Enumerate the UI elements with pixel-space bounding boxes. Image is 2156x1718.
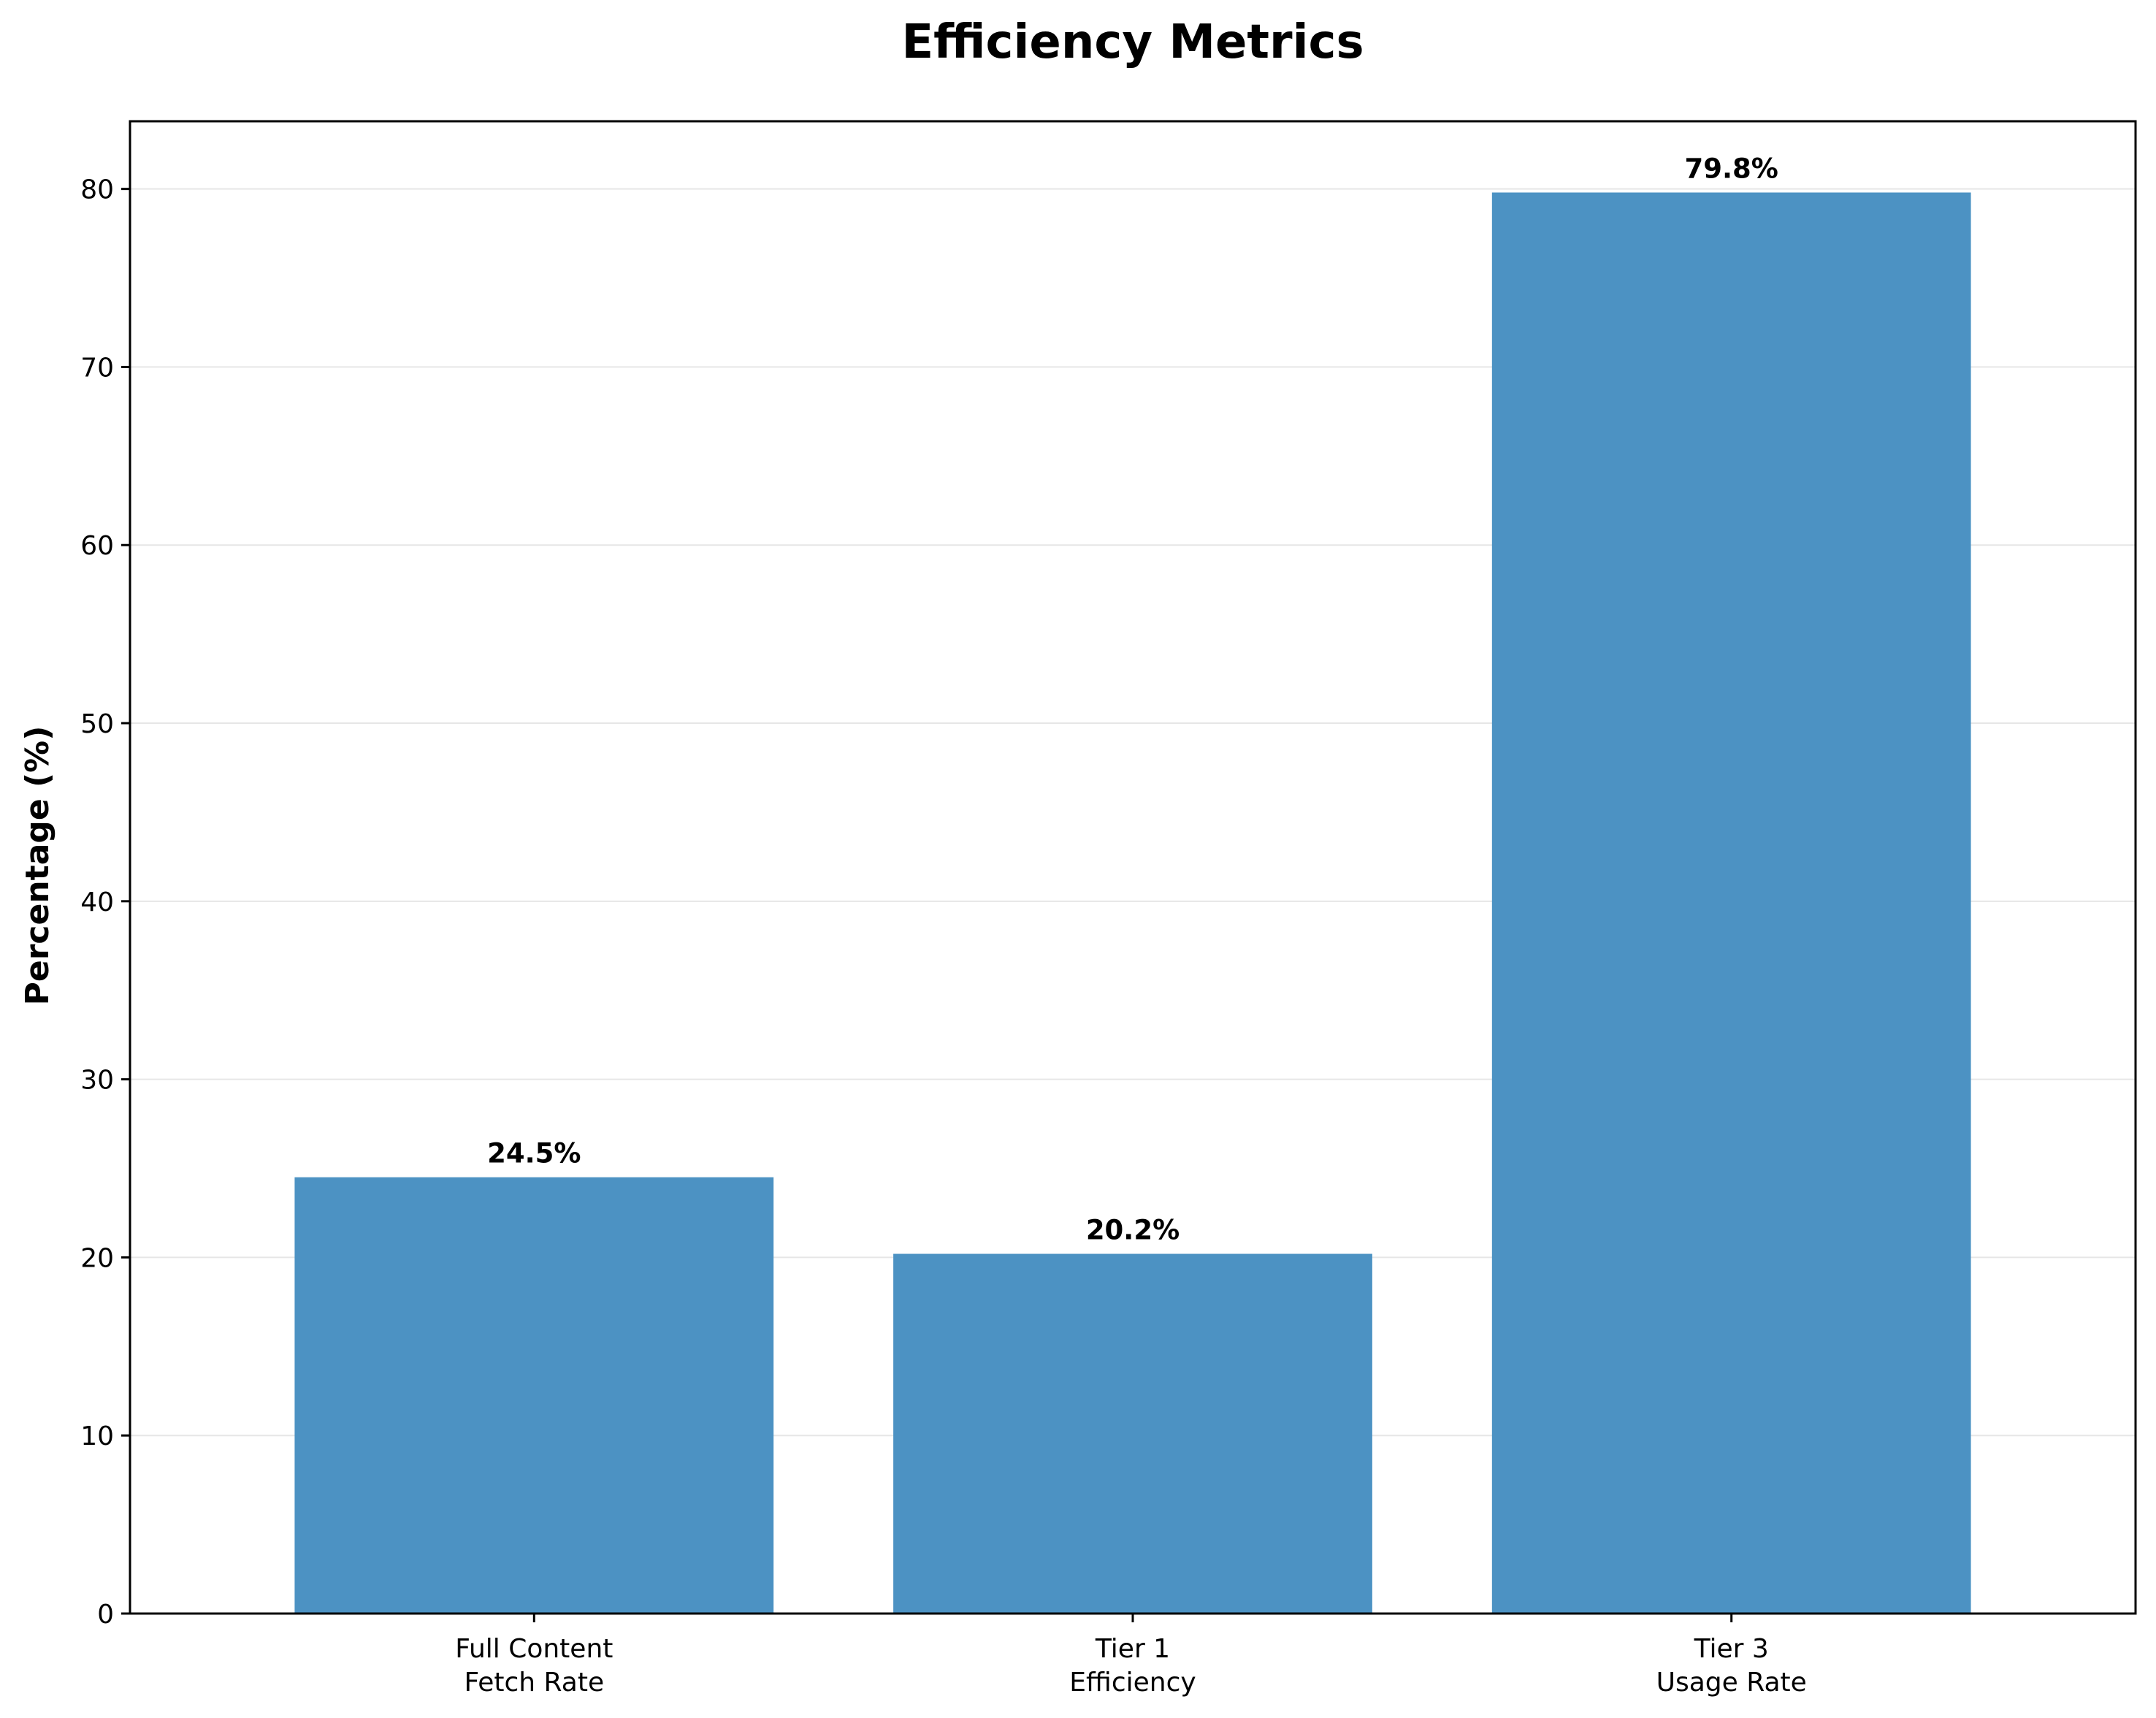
- y-tick-label: 80: [80, 175, 114, 205]
- y-tick-label: 30: [80, 1066, 114, 1096]
- y-axis-ticks: 0 10 20 30 40 50 60 70 80: [80, 175, 130, 1630]
- bar: [294, 1177, 774, 1614]
- x-tick-label: Full Content Fetch Rate: [455, 1634, 613, 1698]
- data-labels: 24.5% 20.2% 79.8%: [487, 153, 1778, 1246]
- bars: [294, 192, 1971, 1614]
- y-tick-label: 10: [80, 1421, 114, 1451]
- x-axis-ticks: Full Content Fetch Rate Tier 1 Efficiency Ti…: [455, 1614, 1807, 1698]
- y-axis-label: Percentage (%): [19, 726, 56, 1006]
- chart-title: Efficiency Metrics: [901, 15, 1364, 69]
- bar-value-label: 24.5%: [487, 1138, 581, 1169]
- bar-value-label: 79.8%: [1685, 153, 1778, 185]
- x-tick-label: Tier 3 Usage Rate: [1656, 1634, 1807, 1698]
- y-tick-label: 70: [80, 353, 114, 383]
- y-tick-label: 20: [80, 1243, 114, 1273]
- bar: [893, 1253, 1372, 1614]
- y-tick-label: 60: [80, 531, 114, 561]
- y-tick-label: 50: [80, 709, 114, 739]
- y-tick-label: 0: [97, 1600, 114, 1630]
- bar-value-label: 20.2%: [1086, 1215, 1180, 1246]
- bar: [1491, 192, 1971, 1614]
- y-tick-label: 40: [80, 887, 114, 917]
- x-tick-label: Tier 1 Efficiency: [1069, 1634, 1196, 1698]
